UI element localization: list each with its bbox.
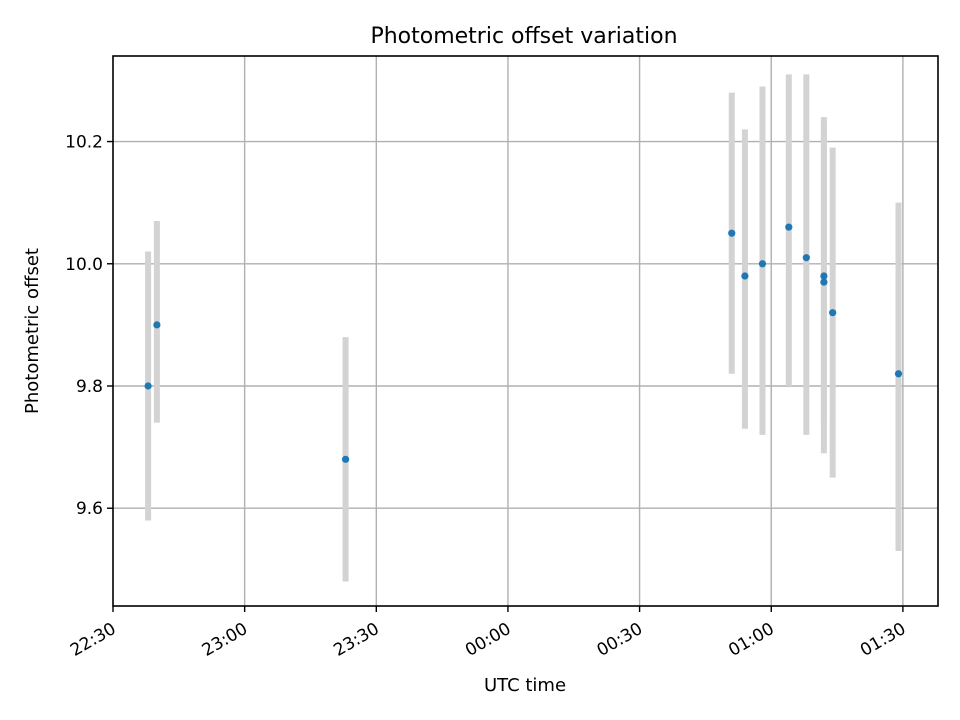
y-axis-label: Photometric offset — [22, 248, 43, 414]
data-point — [758, 260, 767, 268]
data-point — [341, 455, 350, 463]
data-point — [144, 382, 152, 390]
x-tick-label: 22:30 — [67, 619, 119, 661]
data-point — [894, 370, 903, 378]
data-point — [785, 223, 793, 231]
x-tick-label: 00:30 — [594, 619, 646, 661]
x-tick-label: 01:00 — [725, 619, 777, 661]
x-tick-label: 23:30 — [330, 619, 382, 661]
chart-title: Photometric offset variation — [370, 24, 677, 49]
error-bars — [145, 74, 902, 582]
data-points — [144, 223, 903, 463]
data-point — [802, 254, 810, 262]
x-axis-ticks: 22:30 23:00 23:30 00:00 00:30 01:00 01:30 — [67, 606, 909, 661]
data-point — [829, 309, 837, 317]
plot-frame — [112, 55, 939, 607]
x-tick-label: 01:30 — [857, 619, 909, 661]
data-point — [153, 321, 161, 329]
x-axis-label: UTC time — [484, 675, 566, 696]
data-point — [728, 229, 736, 237]
x-tick-label: 23:00 — [199, 619, 251, 661]
y-tick-label: 9.6 — [76, 499, 103, 519]
y-axis-ticks: 9.6 9.8 10.0 10.2 — [65, 133, 113, 519]
grid — [113, 56, 938, 606]
y-tick-label: 10.2 — [65, 133, 103, 153]
data-point — [820, 278, 828, 286]
x-tick-label: 00:00 — [462, 619, 514, 661]
y-tick-label: 10.0 — [65, 255, 103, 275]
data-point — [820, 272, 828, 280]
data-point — [741, 272, 749, 280]
y-tick-label: 9.8 — [76, 377, 103, 397]
